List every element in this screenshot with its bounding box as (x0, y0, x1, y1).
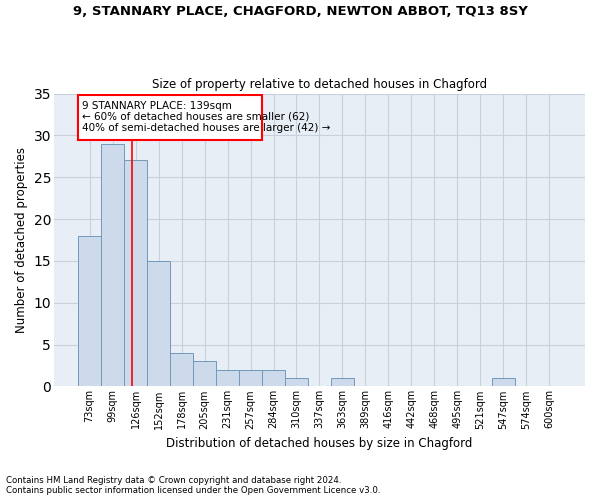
Bar (331, 378, 354, 386)
Bar (78, 236, 101, 386)
Text: ← 60% of detached houses are smaller (62): ← 60% of detached houses are smaller (62… (82, 112, 309, 122)
Bar (216, 370, 239, 386)
Bar (170, 353, 193, 386)
Bar (147, 261, 170, 386)
Text: 9, STANNARY PLACE, CHAGFORD, NEWTON ABBOT, TQ13 8SY: 9, STANNARY PLACE, CHAGFORD, NEWTON ABBO… (73, 5, 527, 18)
Bar (262, 370, 285, 386)
Bar (285, 378, 308, 386)
Bar (101, 144, 124, 386)
X-axis label: Distribution of detached houses by size in Chagford: Distribution of detached houses by size … (166, 437, 473, 450)
Bar (78, 95, 262, 140)
Y-axis label: Number of detached properties: Number of detached properties (15, 147, 28, 333)
Text: Contains HM Land Registry data © Crown copyright and database right 2024.
Contai: Contains HM Land Registry data © Crown c… (6, 476, 380, 495)
Bar (193, 362, 216, 386)
Text: 40% of semi-detached houses are larger (42) →: 40% of semi-detached houses are larger (… (82, 123, 330, 133)
Bar (492, 378, 515, 386)
Bar (239, 370, 262, 386)
Bar (124, 160, 147, 386)
Text: 9 STANNARY PLACE: 139sqm: 9 STANNARY PLACE: 139sqm (82, 101, 232, 111)
Title: Size of property relative to detached houses in Chagford: Size of property relative to detached ho… (152, 78, 487, 91)
